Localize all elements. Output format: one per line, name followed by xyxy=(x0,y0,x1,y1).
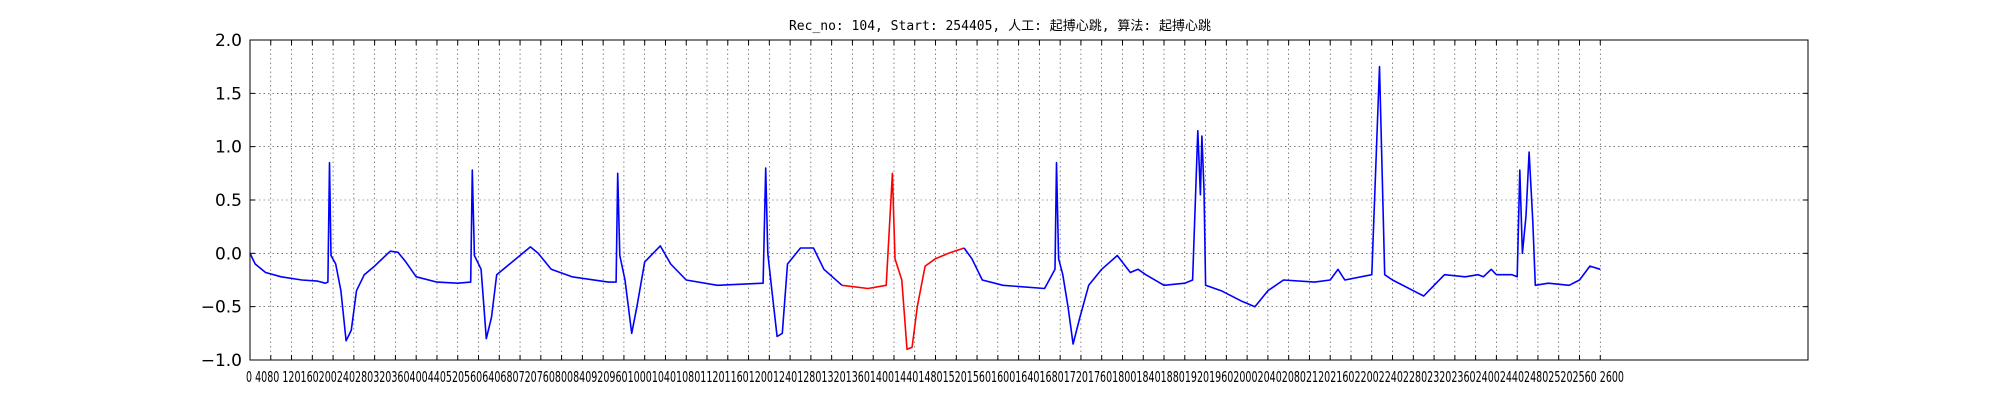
series-layer xyxy=(249,65,1601,351)
y-tick-label: −1.0 xyxy=(201,351,242,371)
x-axis-tick-labels: 0 4080 120160200240280320360400440520560… xyxy=(246,368,1624,386)
plot-frame xyxy=(249,39,1809,361)
y-tick-label: 1.0 xyxy=(215,138,242,158)
y-tick-label: −0.5 xyxy=(201,298,242,318)
y-tick-label: 1.5 xyxy=(215,84,242,104)
tick-layer xyxy=(249,39,1808,361)
ecg-segment-2 xyxy=(841,172,965,351)
chart-title: Rec_no: 104, Start: 254405, 人工: 起搏心跳, 算法… xyxy=(789,18,1211,34)
ecg-segment-3 xyxy=(963,65,1601,345)
grid-layer xyxy=(249,39,1808,361)
y-tick-label: 2.0 xyxy=(215,31,242,51)
y-tick-label: 0.0 xyxy=(215,244,242,264)
y-axis-tick-labels: −1.0 −0.5 0.0 0.5 1.0 1.5 2.0 xyxy=(201,31,242,371)
y-tick-label: 0.5 xyxy=(215,191,242,211)
ecg-segment-1 xyxy=(249,161,843,342)
